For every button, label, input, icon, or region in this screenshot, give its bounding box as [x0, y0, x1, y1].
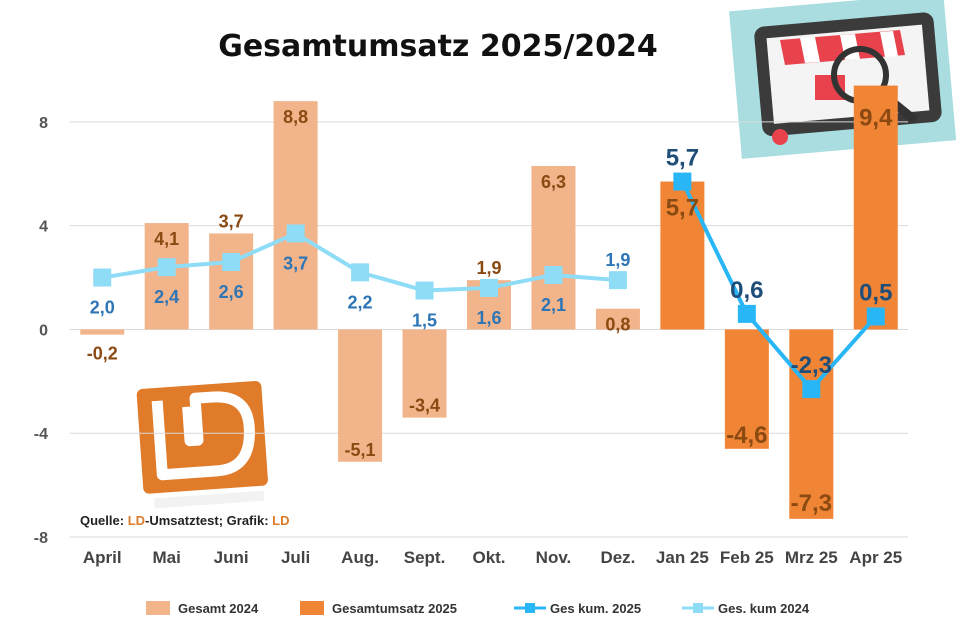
bar — [531, 165, 576, 330]
bar-value-label: -7,3 — [791, 490, 832, 517]
bar-value-label: 9,4 — [859, 105, 893, 132]
bar — [209, 233, 254, 330]
legend-swatch — [525, 603, 535, 613]
legend-label: Ges. kum 2024 — [718, 601, 810, 616]
line-point — [737, 304, 756, 323]
bar-value-label: -0,2 — [87, 343, 118, 363]
legend-label: Gesamt 2024 — [178, 601, 259, 616]
x-tick-label: Feb 25 — [720, 548, 774, 567]
line-point — [802, 380, 821, 399]
x-tick-label: Apr 25 — [849, 548, 902, 567]
line-point — [157, 258, 176, 277]
line-value-label: 2,4 — [154, 287, 179, 307]
line-value-label: 0,6 — [730, 277, 763, 304]
bar — [144, 223, 189, 330]
legend-swatch — [300, 601, 324, 615]
bar — [273, 101, 318, 330]
bar — [724, 329, 769, 449]
x-tick-label: Aug. — [341, 548, 379, 567]
line-point — [866, 307, 885, 326]
x-tick-label: Sept. — [404, 548, 446, 567]
x-tick-label: Mrz 25 — [785, 548, 838, 567]
line-point — [673, 172, 692, 191]
line-point — [544, 265, 563, 284]
bar — [595, 308, 640, 330]
shop-illustration-icon — [729, 0, 957, 159]
line-point — [286, 224, 305, 243]
x-tick-label: Okt. — [472, 548, 505, 567]
bar — [789, 329, 834, 519]
y-tick-label: -4 — [34, 426, 48, 443]
bar — [660, 181, 705, 330]
lines — [93, 172, 885, 399]
source-note: Quelle: LD-Umsatztest; Grafik: LD — [80, 513, 290, 528]
line-value-label: 1,5 — [412, 311, 437, 331]
bar-value-label: -4,6 — [726, 422, 767, 449]
axes: -8 -4 0 4 8 April Mai Juni Juli Aug. Sept. Okt. Nov.… — [34, 115, 902, 567]
line-value-label: 2,6 — [219, 282, 244, 302]
y-tick-label: 0 — [39, 322, 48, 339]
y-tick-label: -8 — [34, 530, 48, 547]
legend-swatch — [693, 603, 703, 613]
y-tick-label: 4 — [39, 219, 48, 236]
line-value-label: 2,2 — [348, 292, 373, 312]
bar-value-label: -5,1 — [345, 440, 376, 460]
line-point — [351, 263, 370, 282]
line-value-label: 3,7 — [283, 253, 308, 273]
line-value-label: 2,0 — [90, 298, 115, 318]
line-point — [415, 281, 434, 300]
line-point — [222, 252, 241, 271]
bar-value-label: 4,1 — [154, 229, 179, 249]
legend-label: Gesamtumsatz 2025 — [332, 601, 457, 616]
x-tick-label: Mai — [153, 548, 181, 567]
line-value-label: 0,5 — [859, 279, 892, 306]
line-value-label: 5,7 — [666, 145, 699, 172]
x-tick-label: Dez. — [600, 548, 635, 567]
line-value-label: -2,3 — [791, 352, 832, 379]
chart-title: Gesamtumsatz 2025/2024 — [218, 29, 658, 64]
line-point — [480, 278, 498, 297]
x-tick-label: Nov. — [536, 548, 572, 567]
bar — [402, 329, 447, 418]
line-point — [93, 268, 112, 287]
bars — [80, 85, 898, 519]
x-tick-label: Jan 25 — [656, 548, 709, 567]
x-tick-label: April — [83, 548, 122, 567]
line-point — [608, 271, 627, 290]
line-value-label: 1,6 — [476, 308, 501, 328]
legend-swatch — [146, 601, 170, 615]
line-value-label: 2,1 — [541, 295, 566, 315]
y-tick-label: 8 — [39, 115, 48, 132]
bar-value-label: 8,8 — [283, 107, 308, 127]
line-value-label: 1,9 — [605, 250, 630, 270]
bar-value-label: -3,4 — [409, 396, 440, 416]
x-tick-label: Juli — [281, 548, 310, 567]
legend-label: Ges kum. 2025 — [550, 601, 641, 616]
bar — [338, 329, 383, 462]
ld-logo-icon — [136, 381, 268, 509]
data-labels: -0,2 4,1 3,7 8,8 -5,1 -3,4 1,9 6,3 0,8 5,7 -4,6 -7,… — [87, 105, 893, 517]
bar-value-label: 3,7 — [219, 211, 244, 231]
series-line — [680, 180, 878, 392]
bar-value-label: 0,8 — [605, 315, 630, 335]
bar-value-label: 6,3 — [541, 172, 566, 192]
bar-value-label: 5,7 — [666, 195, 699, 222]
bar — [80, 329, 125, 335]
bar-value-label: 1,9 — [476, 258, 501, 278]
legend: Gesamt 2024 Gesamtumsatz 2025 Ges kum. 202… — [146, 601, 810, 616]
x-tick-label: Juni — [214, 548, 249, 567]
bar — [853, 85, 898, 330]
